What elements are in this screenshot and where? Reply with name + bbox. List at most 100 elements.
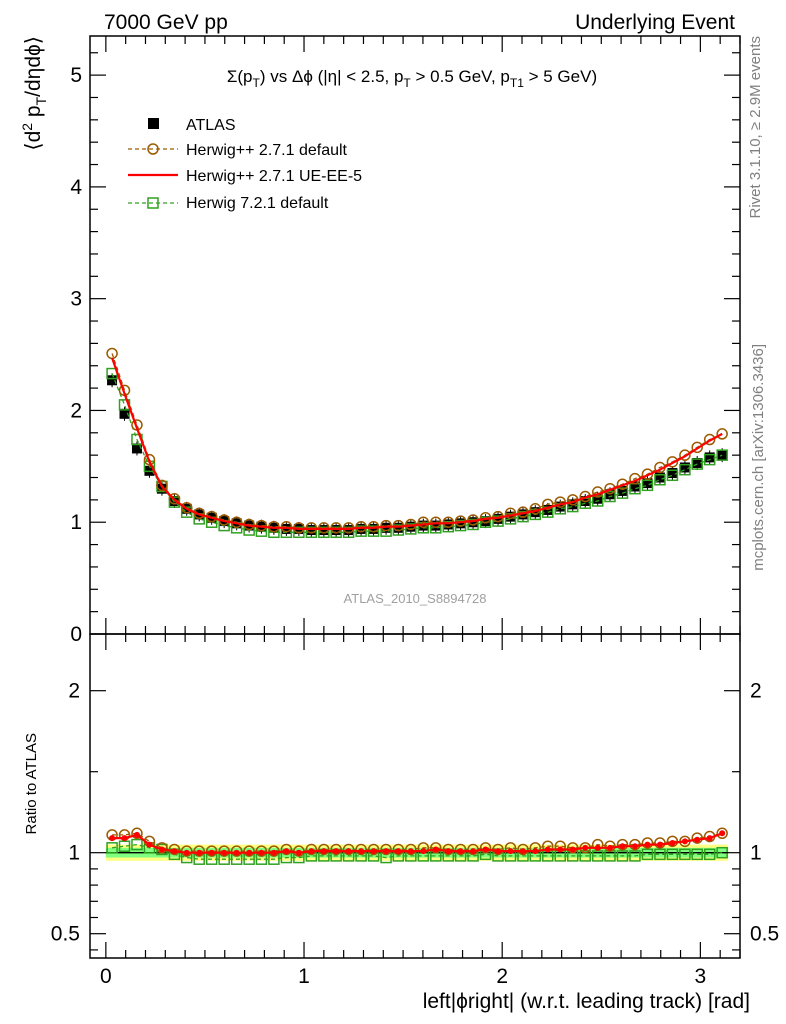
atlas-point <box>381 522 392 533</box>
ratio-herwigpp-default-point <box>243 845 255 857</box>
ratio-herwigpp-ue-ee-5-point <box>656 841 663 848</box>
herwig7-default-point <box>318 526 330 539</box>
ratio-herwigpp-default-point <box>205 845 218 857</box>
atlas-point <box>642 478 653 489</box>
herwigpp-default-point <box>666 456 679 468</box>
herwigpp-default-point <box>180 501 193 514</box>
ratio-herwigpp-ue-ee-5-point <box>395 848 402 855</box>
ratio-frame <box>89 633 741 959</box>
ratio-herwig7-default-point <box>703 848 716 861</box>
ratio-herwigpp-ue-ee-5-point <box>719 830 726 837</box>
ratio-herwigpp-ue-ee-5-point <box>258 849 265 856</box>
ratio-herwigpp-default-point <box>131 827 143 840</box>
ratio-y-label: Ratio to ATLAS <box>23 733 40 834</box>
legend-marker-herwig7-default <box>147 197 159 209</box>
atlas-point <box>530 507 541 518</box>
ratio-herwigpp-default-point <box>716 827 728 840</box>
main-y-tick-label: 0 <box>70 623 82 646</box>
atlas-point <box>480 516 491 527</box>
atlas-point <box>107 375 118 386</box>
herwig7-default-point <box>654 473 666 486</box>
ratio-herwigpp-default-point <box>193 845 205 857</box>
ratio-herwigpp-ue-ee-5-point <box>457 848 464 855</box>
herwigpp-default-point <box>679 449 691 461</box>
legend-entry-herwig7-default: Herwig 7.2.1 default <box>128 195 329 212</box>
rivet-note: Rivet 3.1.10, ≥ 2.9M events <box>747 36 764 219</box>
herwigpp-default-point <box>417 516 430 528</box>
ratio-y-tick-label-left: 0.5 <box>51 923 80 946</box>
herwig7-default-point <box>604 490 616 503</box>
ratio-herwigpp-default-point <box>330 843 342 856</box>
main-y-label: ⟨d2 pT/dηdϕ⟩ <box>19 36 49 151</box>
ratio-herwig7-default-point <box>691 848 703 861</box>
herwig7-default-point <box>504 513 517 525</box>
ratio-herwigpp-ue-ee-5-point <box>544 846 551 853</box>
ratio-herwigpp-default-point <box>355 843 367 856</box>
atlas-point <box>156 483 167 494</box>
ratio-herwigpp-ue-ee-5-point <box>569 846 576 853</box>
ratio-herwigpp-ue-ee-5-point <box>283 848 290 855</box>
ratio-herwigpp-ue-ee-5-point <box>295 849 302 856</box>
herwig7-default-point <box>392 524 405 536</box>
main-y-tick-label: 1 <box>70 511 82 534</box>
atlas-point <box>368 523 379 534</box>
herwigpp-default-point <box>143 453 156 466</box>
ratio-herwigpp-ue-ee-5-point <box>631 843 638 850</box>
ratio-herwigpp-default-point <box>454 843 467 856</box>
herwig7-default-point <box>442 520 455 533</box>
ratio-herwigpp-ue-ee-5-point <box>644 841 651 848</box>
ratio-herwigpp-default-point <box>318 843 330 856</box>
atlas-point <box>505 511 516 522</box>
header-right: Underlying Event <box>575 11 735 34</box>
ratio-panel: 0.5 0.5 1 1 2 2 0 1 2 3 Ratio to ATLAS left|ϕrigh… <box>23 633 779 1013</box>
ratio-herwigpp-ue-ee-5-point <box>133 831 140 838</box>
herwig7-default-point <box>691 458 703 470</box>
ratio-herwigpp-default-point <box>479 842 492 854</box>
ratio-herwigpp-ue-ee-5-point <box>121 835 128 842</box>
herwig7-default-line <box>111 373 723 533</box>
ratio-herwigpp-default-point <box>517 843 529 856</box>
ratio-herwigpp-ue-ee-5-point <box>246 849 253 856</box>
atlas-point <box>393 522 404 533</box>
ratio-herwigpp-default-point <box>255 845 268 857</box>
herwig7-default-point <box>591 495 604 507</box>
ratio-herwigpp-default-point <box>405 843 417 856</box>
herwigpp-default-point <box>504 507 517 520</box>
ratio-herwigpp-ue-ee-5-point <box>557 846 564 853</box>
ratio-y-tick-label-right: 0.5 <box>750 923 779 946</box>
herwig7-default-point <box>616 487 629 499</box>
ratio-herwigpp-default-point <box>342 843 355 856</box>
x-tick-label: 0 <box>100 965 112 988</box>
ratio-herwig7-default-point <box>679 848 691 861</box>
ratio-herwig7-default-point <box>131 838 143 851</box>
ratio-herwig7-default-point <box>641 848 654 861</box>
atlas-point <box>131 443 142 454</box>
atlas-point <box>119 408 130 419</box>
x-tick-label: 3 <box>695 965 707 988</box>
atlas-point <box>443 519 454 530</box>
legend-entry-atlas: ATLAS <box>148 117 236 134</box>
main-panel: 0 1 2 3 4 5 ⟨d2 pT/dηdϕ⟩ Σ(pT) vs Δϕ (|η| < 2… <box>19 35 741 646</box>
legend: ATLAS Herwig++ 2.7.1 default Herwig++ 2.… <box>128 117 362 212</box>
herwigpp-default-point <box>168 493 181 505</box>
main-y-tick-label: 5 <box>70 64 82 87</box>
ratio-herwigpp-ue-ee-5-point <box>320 848 327 855</box>
ratio-herwig7-default-point <box>629 850 641 862</box>
ratio-herwigpp-ue-ee-5-point <box>482 846 489 853</box>
ratio-herwigpp-ue-ee-5-point <box>196 849 203 856</box>
ratio-herwig7-default-point <box>591 850 604 862</box>
ratio-herwig7-default-line <box>112 843 723 860</box>
ratio-herwigpp-ue-ee-5-point <box>171 848 178 855</box>
ratio-herwigpp-ue-ee-5-point <box>146 841 153 848</box>
ratio-herwigpp-ue-ee-5-point <box>358 848 365 855</box>
ratio-herwigpp-ue-ee-5-point <box>694 836 701 843</box>
herwig7-default-point <box>679 463 691 476</box>
atlas-point <box>468 517 479 528</box>
atlas-point <box>704 452 715 463</box>
ratio-herwigpp-ue-ee-5-point <box>270 849 277 856</box>
ratio-herwig7-default-point <box>579 850 591 862</box>
legend-entry-herwigpp-default: Herwig++ 2.7.1 default <box>128 142 348 159</box>
ratio-herwigpp-ue-ee-5-point <box>158 846 165 853</box>
ratio-y-tick-label-left: 1 <box>68 842 80 865</box>
